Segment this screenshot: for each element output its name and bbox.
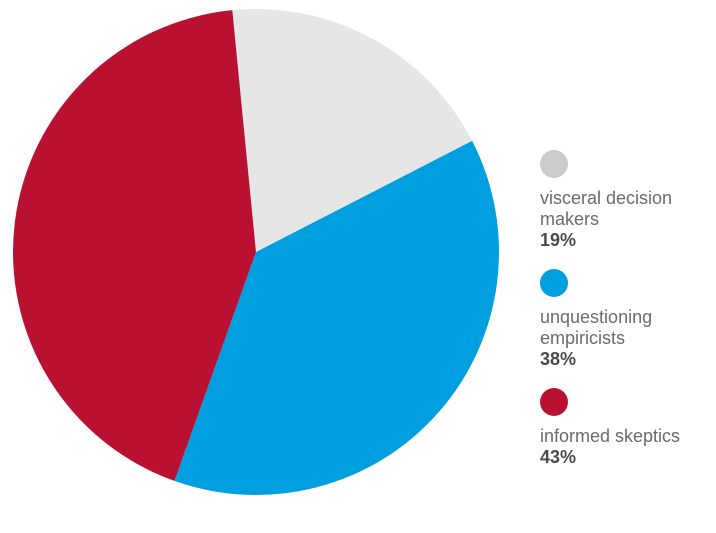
legend-swatch-informed-skeptics: [540, 388, 568, 416]
legend-label-informed-skeptics: informed skeptics: [540, 426, 681, 446]
legend-label-unquestioning-empiricists: unquestioning empiricists: [540, 307, 653, 348]
legend: visceral decision makers 19% unquestioni…: [540, 150, 710, 486]
pie-slice-unquestioning-empiricists: [174, 140, 499, 495]
legend-value-visceral-decision-makers: 19%: [540, 230, 577, 250]
legend-item-visceral-decision-makers: visceral decision makers 19%: [540, 150, 710, 251]
legend-swatch-visceral-decision-makers: [540, 150, 568, 178]
pie-slice-informed-skeptics: [13, 10, 256, 481]
legend-value-informed-skeptics: 43%: [540, 447, 577, 467]
legend-item-unquestioning-empiricists: unquestioning empiricists 38%: [540, 269, 710, 370]
legend-value-unquestioning-empiricists: 38%: [540, 349, 577, 369]
legend-label-visceral-decision-makers: visceral decision makers: [540, 188, 673, 229]
legend-swatch-unquestioning-empiricists: [540, 269, 568, 297]
legend-item-informed-skeptics: informed skeptics 43%: [540, 388, 710, 468]
pie-slice-visceral-decision-makers: [232, 9, 473, 253]
